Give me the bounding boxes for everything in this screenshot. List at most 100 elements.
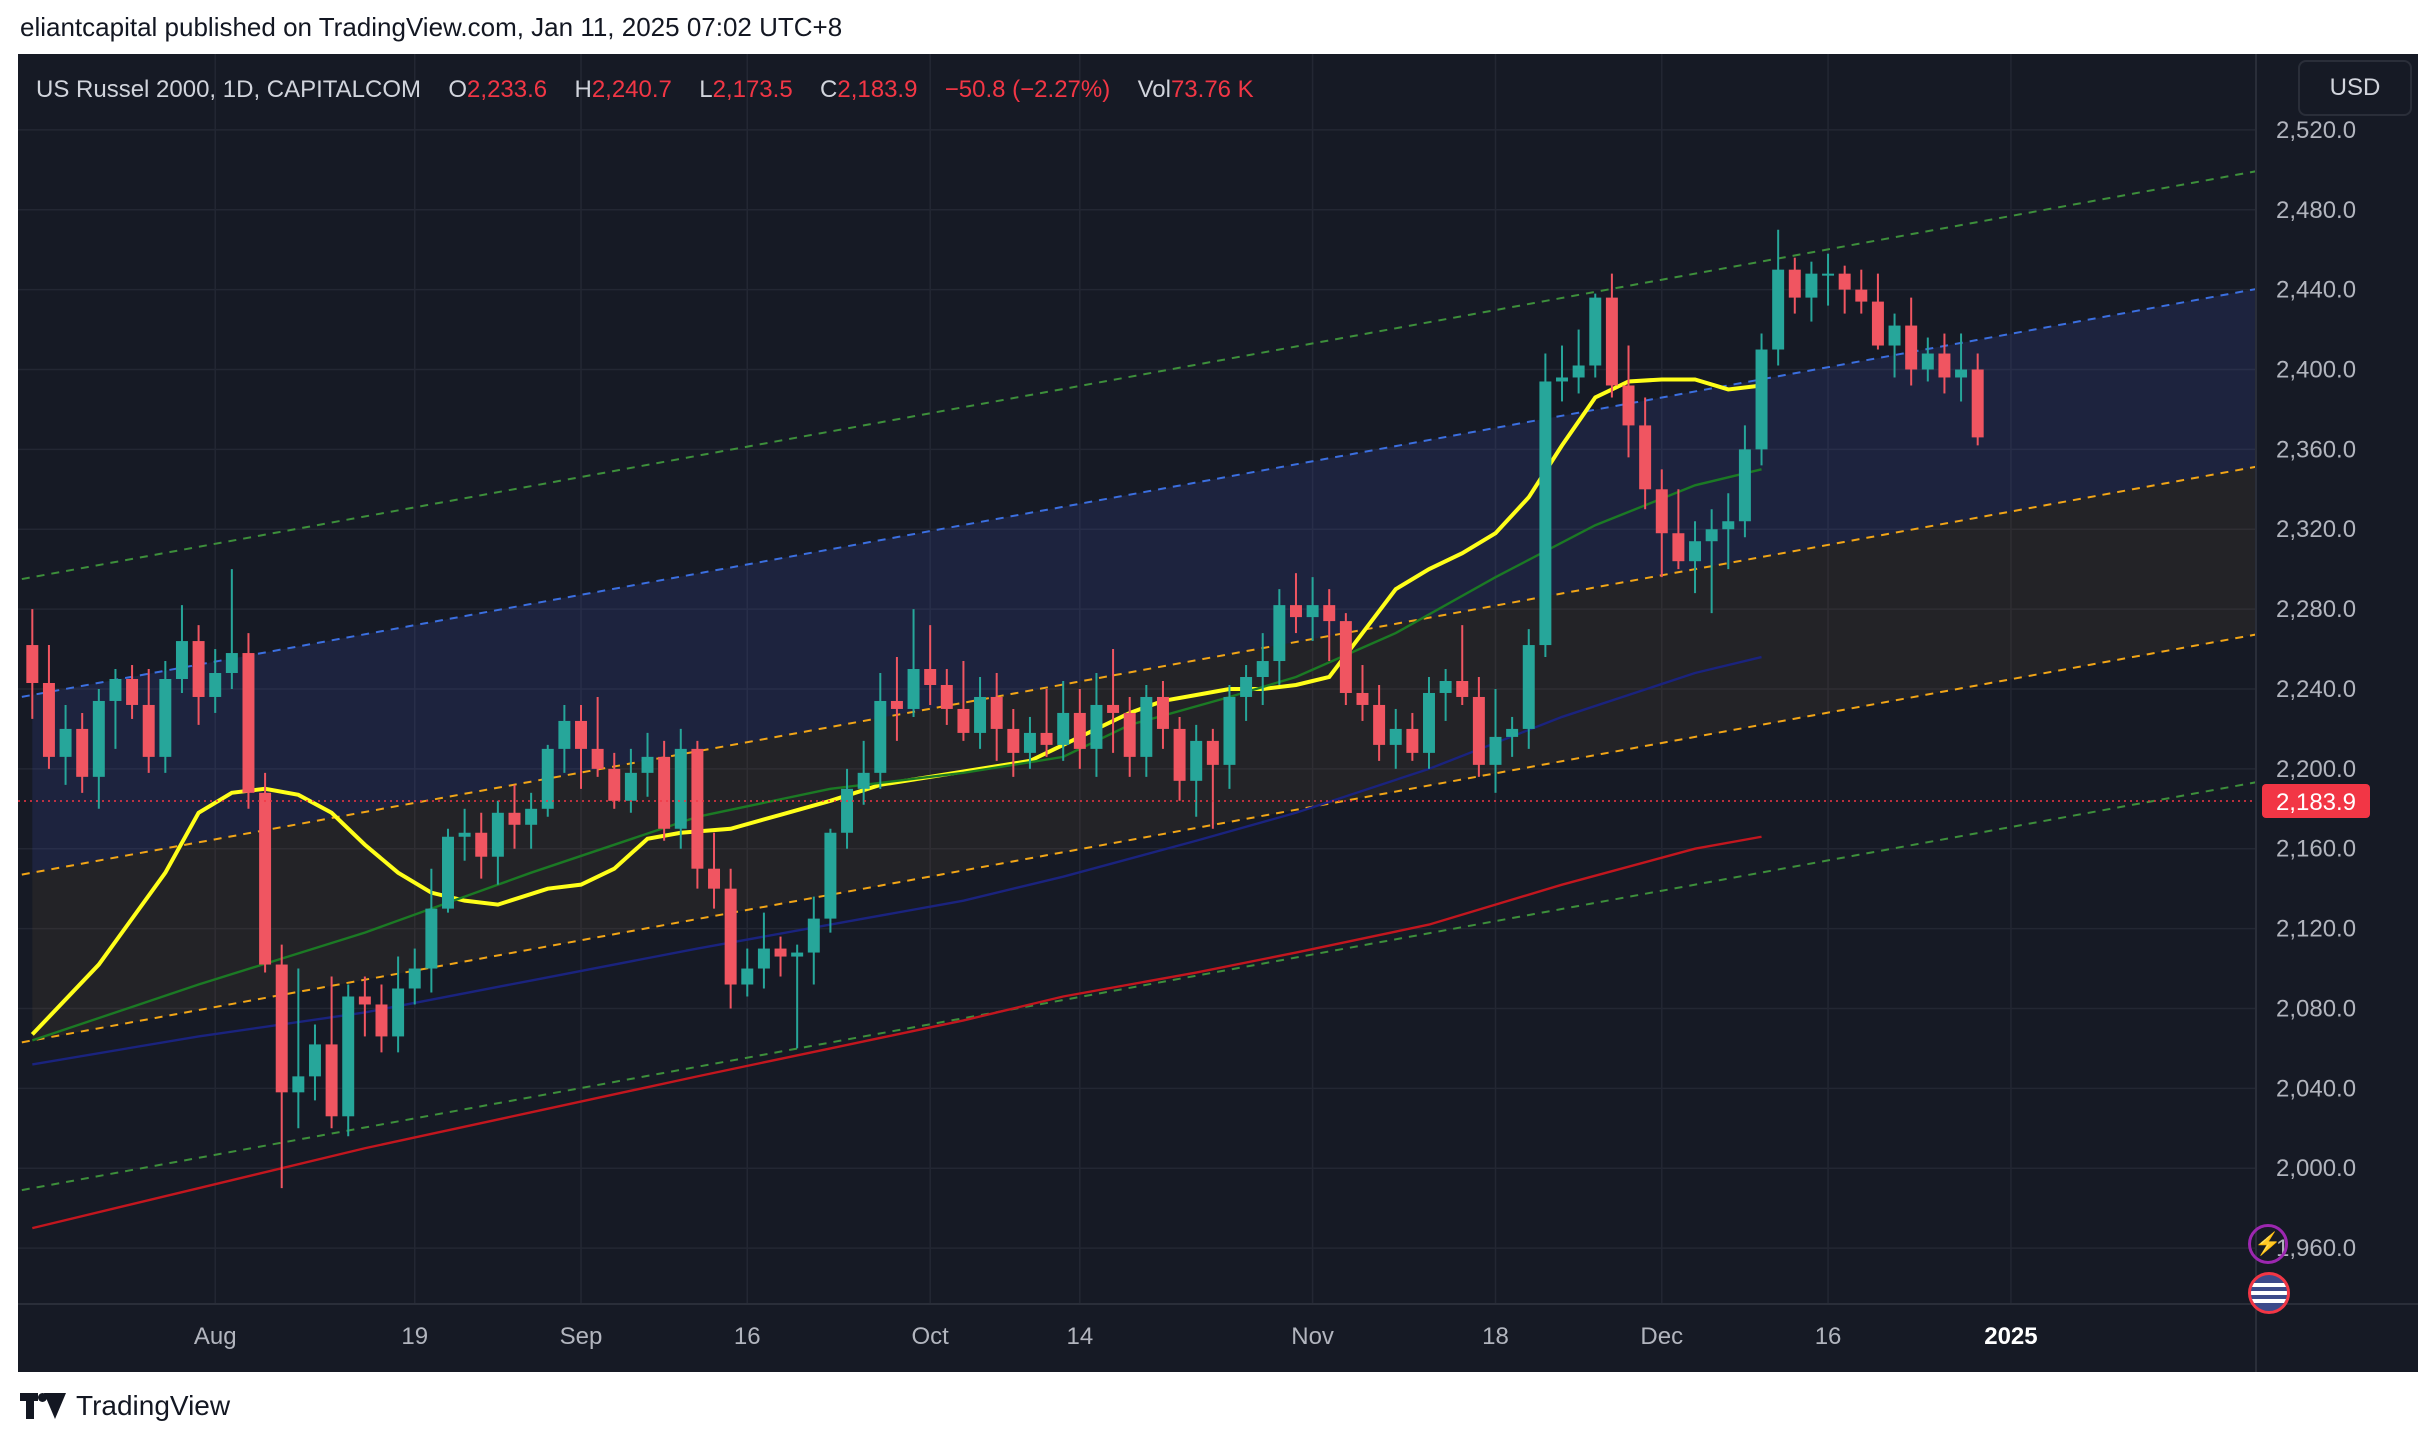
candle-body bbox=[1223, 696, 1236, 765]
candle-body bbox=[907, 669, 920, 709]
candle-body bbox=[1655, 489, 1668, 534]
legend-vol-value: 73.76 K bbox=[1170, 76, 1254, 103]
candle-body bbox=[109, 679, 122, 701]
candle-body bbox=[1722, 521, 1735, 530]
candle-body bbox=[1556, 377, 1568, 382]
candle-body bbox=[408, 968, 421, 989]
candle-body bbox=[1639, 425, 1652, 490]
x-tick-label: 19 bbox=[401, 1323, 428, 1350]
us-flag-icon[interactable] bbox=[2248, 1272, 2290, 1314]
channel-upper-band bbox=[32, 289, 2257, 873]
candle-body bbox=[1040, 732, 1053, 745]
candle-body bbox=[1057, 712, 1070, 745]
tradingview-brand[interactable]: TradingView bbox=[20, 1390, 230, 1422]
candle-body bbox=[1406, 728, 1419, 753]
candle-body bbox=[1423, 692, 1435, 753]
price-chart[interactable]: 2,183.9 1,960.0 2,000.0 2,040.0 2,080.0 2,120… bbox=[18, 54, 2418, 1372]
candle-body bbox=[1921, 353, 1934, 370]
moving-average-line bbox=[32, 835, 1762, 1230]
candle-body bbox=[841, 788, 854, 833]
candle-body bbox=[774, 948, 787, 957]
candle-body bbox=[1356, 692, 1369, 705]
y-tick-label: 2,200.0 bbox=[2276, 756, 2356, 783]
y-tick-label: 2,040.0 bbox=[2276, 1075, 2356, 1102]
candle-body bbox=[475, 832, 488, 857]
candle-body bbox=[940, 684, 953, 709]
x-tick-label: 16 bbox=[734, 1323, 761, 1350]
candle-body bbox=[1772, 269, 1785, 350]
candle-body bbox=[674, 748, 687, 829]
x-tick-label: 14 bbox=[1066, 1323, 1093, 1350]
candle-body bbox=[375, 1004, 388, 1037]
legend-symbol: US Russel 2000, 1D, CAPITALCOM bbox=[36, 76, 422, 103]
candle-body bbox=[442, 836, 454, 909]
y-tick-label: 2,360.0 bbox=[2276, 436, 2356, 463]
candle-body bbox=[42, 682, 55, 757]
candle-body bbox=[1955, 369, 1968, 378]
candle-body bbox=[508, 812, 521, 825]
candle-body bbox=[259, 792, 272, 965]
candle-body bbox=[126, 679, 139, 705]
candle-body bbox=[1605, 297, 1618, 386]
candle-body bbox=[1971, 369, 1984, 438]
chart-panel[interactable]: 2,183.9 1,960.0 2,000.0 2,040.0 2,080.0 2,120… bbox=[18, 54, 2418, 1372]
candle-body bbox=[425, 908, 438, 969]
x-tick-label: 16 bbox=[1815, 1323, 1842, 1350]
candle-body bbox=[242, 653, 255, 793]
candle-body bbox=[292, 1076, 305, 1093]
x-tick-label: Sep bbox=[560, 1323, 603, 1350]
candle-body bbox=[92, 700, 105, 777]
candle-body bbox=[974, 696, 987, 733]
lightning-icon[interactable]: ⚡ bbox=[2248, 1224, 2288, 1264]
candle-body bbox=[724, 888, 737, 985]
candle-body bbox=[225, 653, 238, 674]
last-price-tag bbox=[2262, 784, 2370, 819]
candle-body bbox=[1456, 680, 1469, 697]
candle-body bbox=[641, 756, 654, 773]
x-tick-label: Nov bbox=[1291, 1323, 1334, 1350]
y-tick-label: 2,000.0 bbox=[2276, 1155, 2356, 1182]
candle-body bbox=[1589, 297, 1602, 366]
candle-body bbox=[658, 756, 671, 829]
candle-body bbox=[491, 812, 504, 857]
candle-body bbox=[192, 641, 205, 697]
y-tick-label: 2,240.0 bbox=[2276, 676, 2356, 703]
candle-body bbox=[1173, 728, 1186, 781]
legend-high-value: 2,240.7 bbox=[591, 76, 672, 103]
candle-body bbox=[1107, 704, 1120, 713]
candle-body bbox=[1339, 621, 1352, 693]
candle-body bbox=[990, 696, 1003, 729]
candle-body bbox=[757, 948, 770, 969]
legend-vol-label: Vol bbox=[1137, 76, 1171, 103]
candle-body bbox=[1273, 605, 1286, 662]
legend-high-label: H bbox=[574, 76, 592, 103]
y-tick-label: 2,480.0 bbox=[2276, 197, 2356, 224]
candle-body bbox=[1323, 605, 1336, 622]
legend-low-value: 2,173.5 bbox=[712, 76, 793, 103]
candle-body bbox=[1190, 740, 1203, 781]
candle-body bbox=[458, 832, 471, 837]
legend-low-label: L bbox=[699, 76, 713, 103]
y-tick-label: 2,160.0 bbox=[2276, 836, 2356, 863]
candle-body bbox=[1256, 661, 1269, 678]
candle-body bbox=[1506, 728, 1519, 737]
candle-body bbox=[857, 772, 870, 789]
candle-body bbox=[142, 704, 155, 757]
symbol-legend: US Russel 2000, 1D, CAPITALCOM O2,233.6 … bbox=[36, 76, 1254, 104]
candle-body bbox=[175, 641, 188, 679]
candle-body bbox=[1572, 365, 1585, 378]
candle-body bbox=[325, 1044, 338, 1117]
candle-body bbox=[1240, 677, 1253, 697]
candle-body bbox=[741, 968, 754, 985]
candle-body bbox=[1672, 533, 1685, 562]
candle-body bbox=[1156, 696, 1169, 729]
candle-body bbox=[1755, 349, 1768, 450]
moving-average-line bbox=[30, 377, 1762, 1036]
candle-body bbox=[1306, 605, 1319, 618]
candle-body bbox=[159, 679, 172, 757]
candle-body bbox=[1689, 541, 1702, 562]
currency-button[interactable]: USD bbox=[2298, 60, 2412, 116]
legend-open-value: 2,233.6 bbox=[467, 76, 548, 103]
candle-body bbox=[591, 748, 604, 769]
y-tick-label: 2,280.0 bbox=[2276, 596, 2356, 623]
